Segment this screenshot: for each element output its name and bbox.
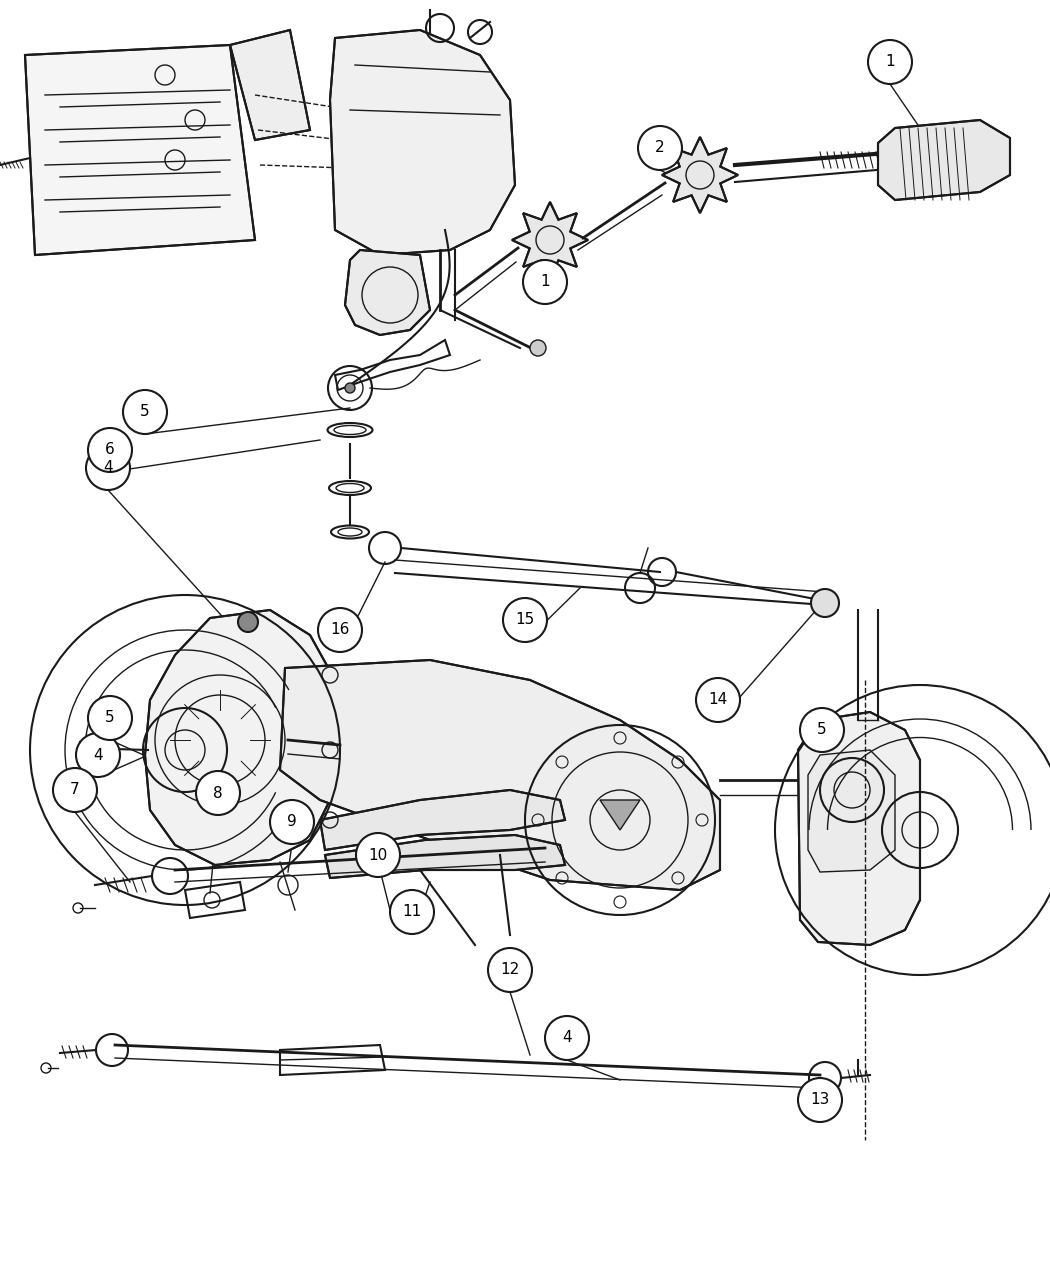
Text: 12: 12 [501,963,520,977]
Circle shape [270,799,314,844]
Polygon shape [345,250,430,335]
Circle shape [868,40,912,84]
Circle shape [638,126,682,170]
Circle shape [76,733,120,776]
Polygon shape [512,202,588,278]
Polygon shape [230,29,310,140]
Text: 1: 1 [885,55,895,69]
Circle shape [798,1078,842,1122]
Circle shape [123,389,167,434]
Text: 4: 4 [93,747,103,762]
Circle shape [86,446,130,490]
Text: 15: 15 [516,613,534,627]
Circle shape [523,261,567,304]
Polygon shape [330,29,514,255]
Polygon shape [145,610,340,865]
Text: 7: 7 [70,783,80,798]
Circle shape [390,890,434,933]
Circle shape [545,1016,589,1060]
Text: 1: 1 [540,275,550,290]
Text: 8: 8 [213,785,223,801]
Circle shape [356,833,400,877]
Circle shape [196,771,240,815]
Circle shape [800,707,844,752]
Polygon shape [798,713,920,945]
Circle shape [52,767,97,812]
Polygon shape [600,799,640,830]
Polygon shape [878,120,1010,200]
Circle shape [318,608,362,653]
Text: 10: 10 [369,848,387,862]
Circle shape [811,589,839,617]
Circle shape [238,612,258,632]
Text: 5: 5 [105,710,114,725]
Circle shape [503,598,547,642]
Circle shape [88,428,132,472]
Polygon shape [280,660,720,890]
Polygon shape [326,835,565,879]
Circle shape [345,383,355,393]
Text: 11: 11 [402,904,422,919]
Text: 4: 4 [103,461,112,475]
Circle shape [488,948,532,992]
Text: 14: 14 [709,692,728,707]
Polygon shape [662,137,738,213]
Polygon shape [808,750,895,872]
Circle shape [88,696,132,739]
Text: 5: 5 [141,405,150,420]
Text: 2: 2 [655,140,665,156]
Text: 5: 5 [817,723,826,738]
Text: 6: 6 [105,443,114,457]
Text: 13: 13 [811,1093,830,1107]
Circle shape [696,678,740,722]
Polygon shape [25,45,255,255]
Text: 16: 16 [331,622,350,637]
Circle shape [530,340,546,356]
Text: 9: 9 [287,815,297,830]
Text: 4: 4 [562,1031,572,1046]
Polygon shape [320,790,565,850]
